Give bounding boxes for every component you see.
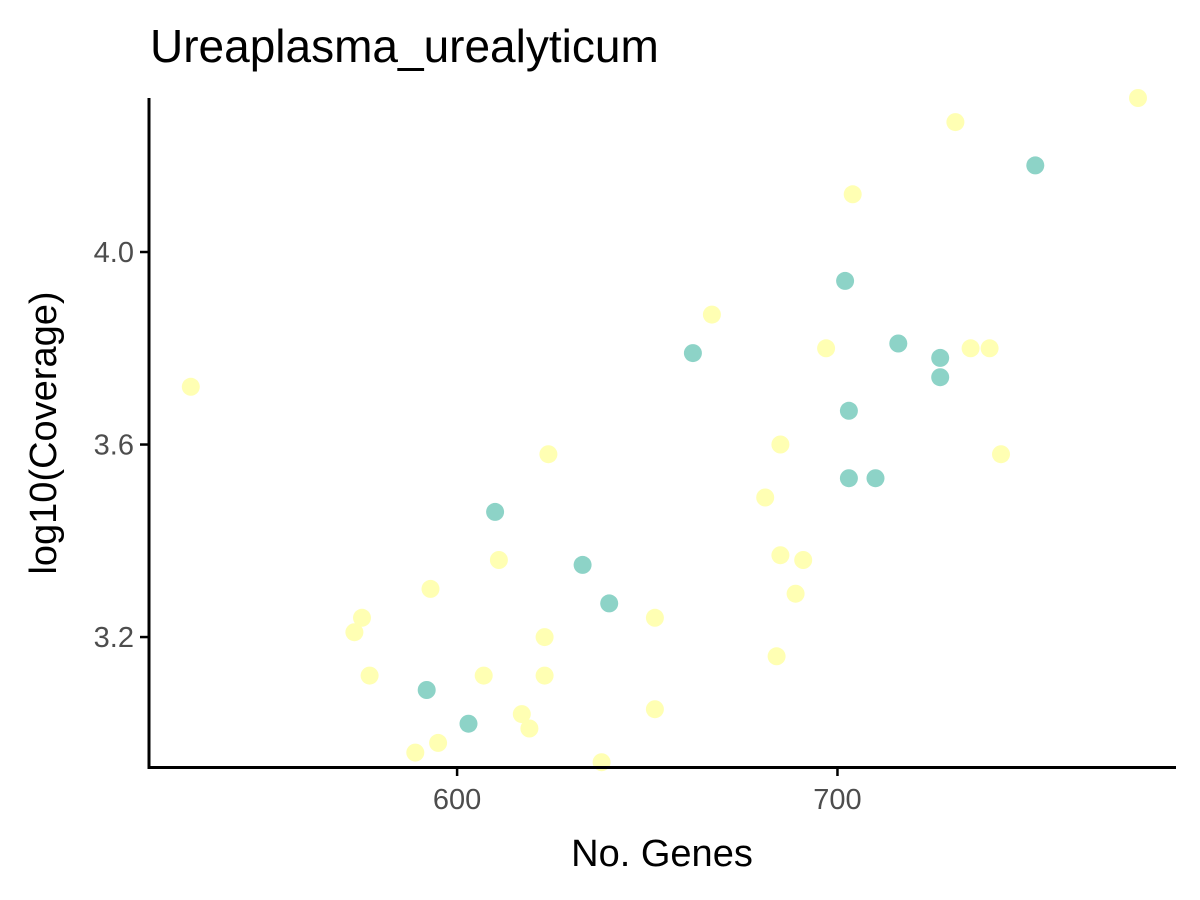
data-point-0 [181,377,200,396]
y-tick-label-0: 3.2 [94,622,134,654]
data-point-33 [839,469,858,488]
data-point-5 [417,681,436,699]
data-point-12 [512,705,531,724]
data-point-26 [771,435,790,454]
data-point-39 [946,113,965,132]
data-point-38 [931,368,950,387]
data-point-17 [573,555,592,574]
data-point-13 [520,719,539,738]
x-axis-ticks: 600 700 [433,767,862,816]
data-point-27 [771,546,790,565]
data-point-8 [459,714,478,733]
data-point-1 [345,623,364,642]
data-point-40 [961,339,980,358]
data-point-4 [406,743,425,762]
data-point-15 [535,666,554,685]
x-axis-label: No. Genes [571,833,753,875]
data-point-7 [429,733,448,752]
data-point-41 [980,339,999,358]
x-tick-label-0: 600 [433,784,481,816]
y-tick-label-2: 4.0 [94,237,134,269]
data-point-14 [535,628,554,647]
data-point-36 [889,334,908,353]
data-point-9 [474,666,493,685]
chart-title: Ureaplasma_urealyticum [150,20,659,72]
data-point-22 [683,344,702,363]
data-point-42 [992,445,1010,464]
data-point-16 [539,445,558,464]
data-point-6 [421,579,440,598]
data-point-28 [786,584,805,603]
data-point-31 [836,271,855,290]
y-tick-label-1: 3.6 [94,430,134,462]
data-point-3 [360,666,379,685]
data-point-30 [817,339,836,358]
x-tick-label-1: 700 [813,784,861,816]
data-point-44 [1129,89,1147,107]
data-point-29 [794,551,813,569]
data-point-20 [645,608,664,627]
data-point-10 [486,502,505,521]
data-point-35 [866,469,885,488]
data-point-43 [1026,156,1045,175]
data-point-21 [645,700,664,719]
y-axis-ticks: 3.2 3.6 4.0 [94,237,149,654]
data-point-37 [931,348,950,367]
data-point-2 [353,608,371,627]
y-axis-label: log10(Coverage) [23,291,65,574]
data-point-11 [489,551,508,569]
data-point-34 [843,185,862,204]
data-point-32 [839,401,858,420]
data-point-25 [767,647,786,666]
data-point-23 [702,305,721,324]
data-point-24 [756,488,775,507]
data-point-19 [600,594,619,613]
data-points [181,89,1147,772]
